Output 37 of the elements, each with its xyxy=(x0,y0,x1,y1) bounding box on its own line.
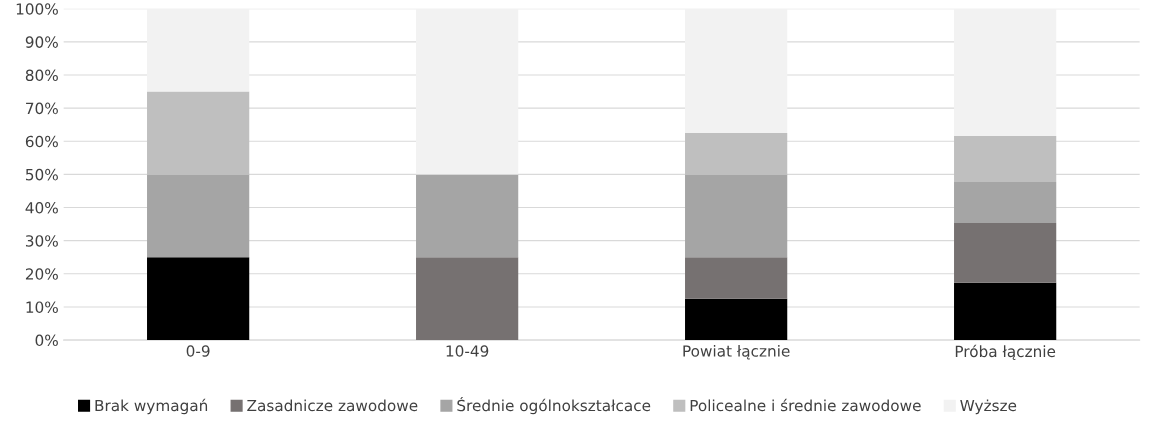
legend-label: Zasadnicze zawodowe xyxy=(247,399,418,412)
x-tick-label: 10-49 xyxy=(446,345,489,357)
bar xyxy=(685,8,788,133)
y-tick-label: 60% xyxy=(25,135,58,148)
y-tick-label: 10% xyxy=(26,301,58,313)
legend-label: Policealne i średnie zawodowe xyxy=(690,398,921,412)
bar xyxy=(685,132,788,175)
x-tick-label: Próba łącznie xyxy=(955,344,1056,360)
bar xyxy=(147,174,250,258)
y-tick-label: 90% xyxy=(25,36,58,48)
bar xyxy=(416,8,519,175)
bar xyxy=(685,257,788,299)
bar xyxy=(954,8,1057,136)
x-tick-label: 0-9 xyxy=(186,345,210,357)
bar xyxy=(954,223,1057,283)
y-tick-label: 80% xyxy=(25,69,58,82)
y-tick-label: 30% xyxy=(25,235,58,247)
bar xyxy=(685,298,788,341)
legend-label: Wyższe xyxy=(960,399,1017,415)
y-tick-label: 0% xyxy=(35,334,58,347)
x-tick-label: Powiat łącznie xyxy=(683,344,790,360)
bar xyxy=(147,8,250,92)
bar xyxy=(416,257,519,341)
legend-label: Brak wymagań xyxy=(95,398,208,415)
y-tick-label: 70% xyxy=(26,102,58,115)
bar xyxy=(954,182,1057,224)
bar xyxy=(954,135,1057,183)
y-tick-label: 20% xyxy=(25,268,58,280)
bar xyxy=(147,257,250,341)
legend-label: Średnie ogólnokształcace xyxy=(457,396,651,415)
y-tick-label: 50% xyxy=(26,168,58,181)
y-tick-label: 40% xyxy=(25,202,58,214)
bar xyxy=(147,91,250,175)
bar xyxy=(416,174,519,258)
bar xyxy=(685,174,788,258)
y-tick-label: 100% xyxy=(16,3,58,15)
bar xyxy=(954,282,1057,341)
